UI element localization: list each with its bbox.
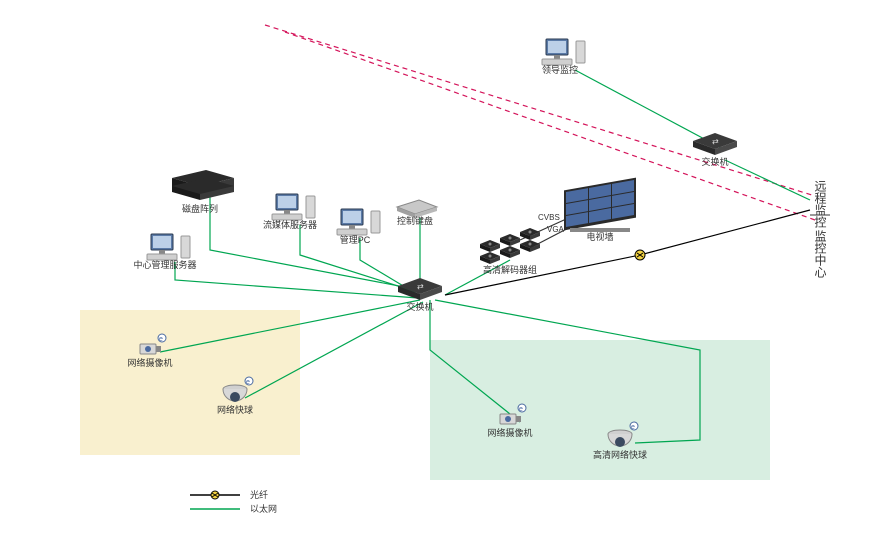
node-decoder_group: 高清解码器组 — [480, 228, 540, 275]
node-center_server: 中心管理服务器 — [133, 234, 196, 270]
dashed-boundary — [265, 25, 815, 220]
node-disk_array: 磁盘阵列 — [172, 170, 234, 214]
label-decoder_group: 高清解码器组 — [483, 264, 537, 275]
node-ctrl_keyboard: 控制键盘 — [397, 200, 437, 226]
label-cam2: 网络摄像机 — [487, 427, 532, 438]
label-ctrl_keyboard: 控制键盘 — [397, 215, 433, 226]
label-mgmt_pc: 管理PC — [340, 234, 371, 245]
zones — [80, 310, 770, 480]
edge-main_switch-fiber_right — [445, 210, 810, 295]
node-leader_pc: 领导监控 — [542, 39, 585, 75]
zone-zone1 — [80, 310, 300, 455]
edge-top_switch-boundary — [725, 160, 810, 200]
vga-label: VGA — [547, 225, 565, 234]
label-cam1: 网络摄像机 — [127, 357, 172, 368]
monitor-center-title: 监控中心 — [813, 230, 827, 278]
legend-ethernet: 以太网 — [250, 503, 277, 514]
label-dome1: 网络快球 — [217, 404, 253, 415]
node-stream_server: 流媒体服务器 — [263, 194, 317, 230]
label-leader_pc: 领导监控 — [542, 64, 578, 75]
legend-fiber: 光纤 — [250, 489, 268, 500]
remote-monitor-title: 远程监控 — [813, 180, 827, 228]
network-diagram: ⇄ — [0, 0, 888, 544]
node-main_switch: 交换机 — [398, 278, 442, 312]
label-top_switch: 交换机 — [701, 156, 728, 167]
label-stream_server: 流媒体服务器 — [263, 219, 317, 230]
label-dome2: 高清网络快球 — [593, 449, 647, 460]
edge-center_server-main_switch — [175, 262, 418, 298]
label-disk_array: 磁盘阵列 — [182, 203, 218, 214]
label-tv_wall: 电视墙 — [586, 231, 613, 242]
node-mgmt_pc: 管理PC — [337, 209, 380, 245]
node-tv_wall: 电视墙 — [564, 178, 636, 242]
fiber-marker — [635, 250, 645, 260]
label-main_switch: 交换机 — [406, 301, 433, 312]
label-center_server: 中心管理服务器 — [133, 259, 196, 270]
cvbs-label: CVBS — [538, 213, 560, 222]
legend: 光纤 以太网 — [190, 489, 277, 514]
